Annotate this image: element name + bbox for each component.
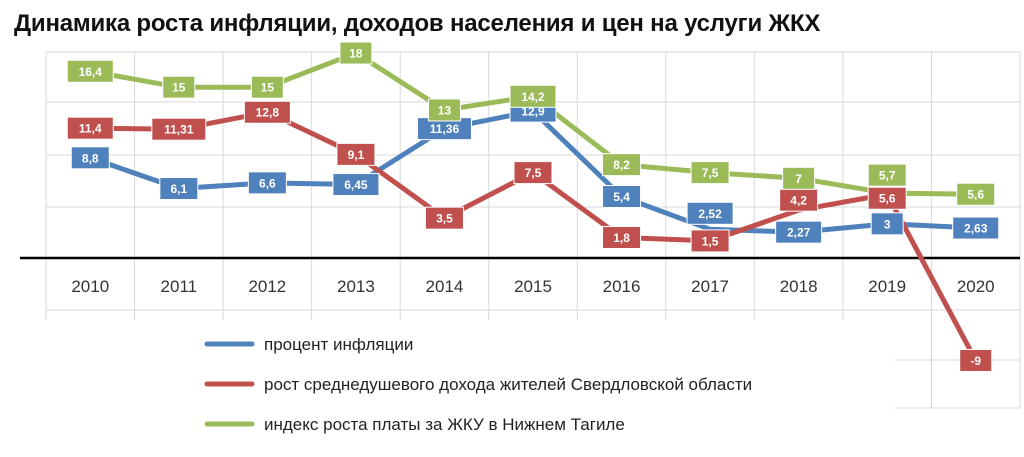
- x-axis-ticks: 2010 2011 2012 2013 2014 2015 2016 2017 2018 2019…: [71, 277, 994, 296]
- legend-background: [20, 320, 895, 440]
- data-label-box: [427, 98, 461, 122]
- x-tick-label: 2018: [780, 277, 818, 296]
- data-label: 3,5: [436, 212, 453, 226]
- data-label-box: [959, 348, 993, 372]
- data-label-box: [250, 75, 284, 99]
- data-label-box: [602, 185, 642, 209]
- x-tick-label: 2019: [868, 277, 906, 296]
- data-label: 15: [261, 81, 275, 95]
- data-label: 6,1: [170, 182, 187, 196]
- data-label-box: [686, 201, 734, 225]
- data-label-box: [336, 142, 376, 166]
- data-label-box: [66, 59, 114, 83]
- data-label: 18: [349, 47, 363, 61]
- data-label: 13: [438, 103, 452, 117]
- data-label: 2,27: [787, 226, 811, 240]
- data-label: 2,63: [964, 222, 988, 236]
- data-label: 6,6: [259, 176, 276, 190]
- data-label: 12,9: [521, 105, 545, 119]
- data-label-box: [151, 117, 207, 141]
- data-label-box: [602, 153, 642, 177]
- x-tick-label: 2010: [71, 277, 109, 296]
- legend-label: процент инфляции: [264, 335, 413, 354]
- data-label: 5,6: [967, 188, 984, 202]
- data-label: 8,2: [613, 158, 630, 172]
- x-tick-label: 2016: [603, 277, 641, 296]
- data-label: 7: [795, 172, 802, 186]
- data-label-box: [162, 75, 196, 99]
- data-label: 16,4: [79, 65, 103, 79]
- data-label-box: [424, 206, 464, 230]
- x-tick-label: 2015: [514, 277, 552, 296]
- legend: процент инфляции рост среднедушевого дохо…: [204, 335, 752, 434]
- x-tick-label: 2012: [248, 277, 286, 296]
- data-label: 9,1: [348, 148, 365, 162]
- x-tick-label: 2020: [957, 277, 995, 296]
- data-label: 14,2: [521, 90, 545, 104]
- data-label-box: [513, 161, 553, 185]
- data-label: 11,36: [430, 122, 460, 136]
- data-label-box: [332, 173, 380, 197]
- data-label-box: [243, 100, 291, 124]
- data-label: 15: [172, 81, 186, 95]
- data-label-box: [690, 161, 730, 185]
- data-label: 8,8: [82, 151, 99, 165]
- data-label: 11,4: [79, 122, 102, 136]
- data-label: 11,31: [164, 123, 194, 137]
- data-label-box: [339, 41, 373, 65]
- x-tick-label: 2013: [337, 277, 375, 296]
- data-label-box: [956, 182, 996, 206]
- data-label: 5,4: [613, 190, 630, 204]
- data-label: 3: [884, 217, 891, 231]
- data-label-box: [690, 229, 730, 253]
- data-label: 6,45: [344, 178, 368, 192]
- data-label-box: [870, 212, 904, 236]
- data-label-box: [867, 163, 907, 187]
- x-tick-label: 2014: [426, 277, 464, 296]
- data-labels: 8,8 6,1 6,6 6,45 11,36 12,9 5,4 2,52 2,27 3 2,63 11…: [66, 41, 1000, 372]
- data-label-box: [602, 226, 642, 250]
- x-tick-label: 2017: [691, 277, 729, 296]
- data-label: 7,5: [525, 166, 542, 180]
- data-label-box: [70, 146, 110, 170]
- x-tick-label: 2011: [161, 277, 198, 296]
- data-label: 5,7: [879, 169, 896, 183]
- data-label: 5,6: [879, 192, 896, 206]
- data-label-box: [952, 216, 1000, 240]
- data-label-box: [867, 186, 907, 210]
- data-label-box: [782, 166, 816, 190]
- data-label-box: [66, 116, 114, 140]
- data-label: 7,5: [702, 166, 719, 180]
- legend-label: рост среднедушевого дохода жителей Сверд…: [264, 375, 752, 394]
- legend-label: индекс роста платы за ЖКУ в Нижнем Тагил…: [264, 415, 625, 434]
- data-label: 1,5: [702, 234, 719, 248]
- data-label: 2,52: [698, 207, 722, 221]
- data-label-box: [509, 84, 557, 108]
- data-label: 1,8: [613, 231, 630, 245]
- data-label: -9: [970, 354, 981, 368]
- data-label-box: [247, 171, 287, 195]
- data-label-box: [775, 220, 823, 244]
- data-label: 12,8: [256, 106, 280, 120]
- chart-title: Динамика роста инфляции, доходов населен…: [14, 10, 821, 37]
- data-label-box: [159, 177, 199, 201]
- data-label: 4,2: [790, 194, 807, 208]
